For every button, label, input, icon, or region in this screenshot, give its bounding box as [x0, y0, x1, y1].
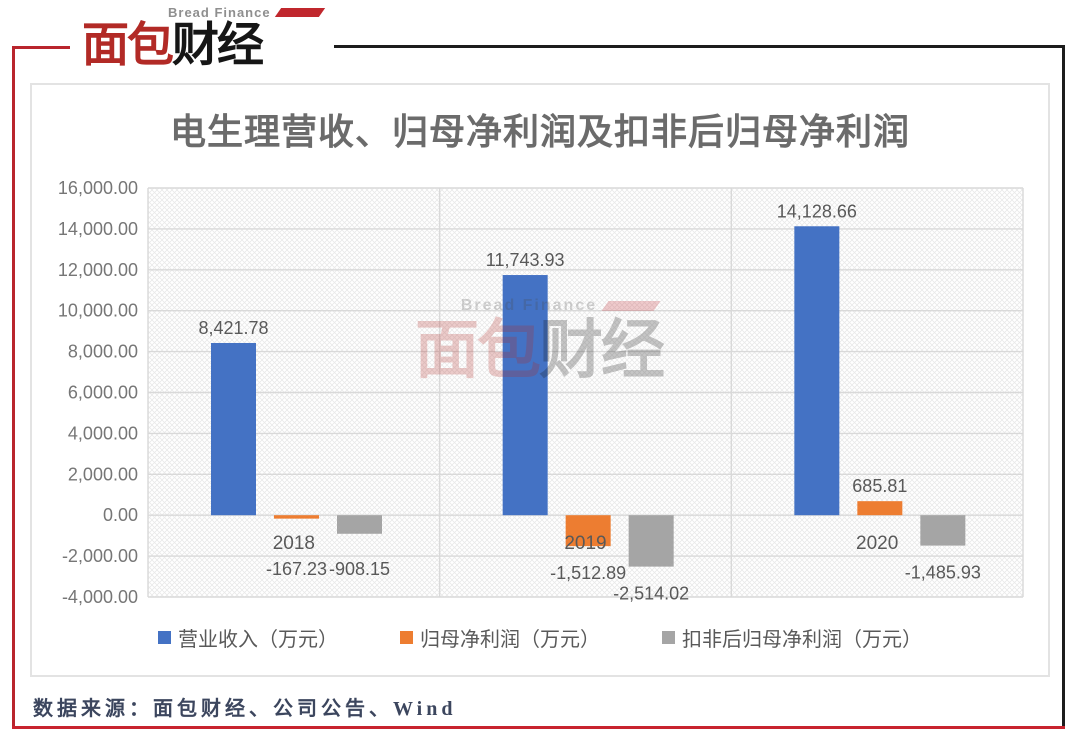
value-label: -908.15 [329, 559, 390, 579]
legend-label: 扣非后归母净利润（万元） [682, 629, 922, 651]
logo-swoosh-icon [274, 7, 325, 17]
bar [920, 515, 966, 546]
bar [337, 515, 382, 534]
value-label: -1,485.93 [905, 563, 981, 583]
logo-chinese-text: 面包财经 [82, 20, 322, 69]
value-label: -2,514.02 [613, 584, 689, 604]
bar [502, 275, 548, 516]
value-label: 685.81 [852, 476, 907, 496]
category-label: 2019 [564, 533, 606, 554]
y-tick-label: -2,000.00 [62, 546, 138, 566]
bar [794, 226, 840, 516]
y-tick-label: 10,000.00 [58, 301, 138, 321]
bar [274, 515, 319, 519]
frame-left-line [12, 46, 15, 729]
frame-top-black-line [262, 45, 1065, 48]
bar [565, 515, 611, 547]
value-label: 14,128.66 [777, 201, 857, 221]
y-axis-tick-labels: 16,000.00 14,000.00 12,000.00 10,000.00 8,00… [58, 178, 138, 607]
bar [857, 501, 903, 516]
bar [628, 515, 674, 567]
y-tick-label: 2,000.00 [68, 464, 138, 484]
y-tick-label: 16,000.00 [58, 178, 138, 198]
frame-right-line [1062, 45, 1065, 727]
y-tick-label: 14,000.00 [58, 219, 138, 239]
value-label: 8,421.78 [198, 318, 268, 338]
chart-legend: 营业收入（万元） 归母净利润（万元） 扣非后归母净利润（万元） [32, 623, 1048, 652]
legend-swatch-gray [662, 631, 675, 644]
logo-cn-red: 面包 [82, 18, 174, 71]
bar-chart: 16,000.00 14,000.00 12,000.00 10,000.00 8,00… [58, 178, 1024, 607]
data-source-note: 数据来源：面包财经、公司公告、Wind [33, 698, 457, 720]
legend-swatch-orange [400, 631, 413, 644]
y-tick-label: 8,000.00 [68, 342, 138, 362]
legend-swatch-blue [158, 631, 171, 644]
y-tick-label: 4,000.00 [68, 423, 138, 443]
frame-bottom-line [12, 726, 1065, 729]
y-tick-label: 6,000.00 [68, 383, 138, 403]
chart-title: 电生理营收、归母净利润及扣非后归母净利润 [169, 111, 910, 152]
y-tick-label: 12,000.00 [58, 260, 138, 280]
value-label: 11,743.93 [486, 250, 565, 270]
legend-item-net-profit: 归母净利润（万元） [400, 623, 600, 652]
category-label: 2020 [856, 533, 898, 554]
chart-container: 电生理营收、归母净利润及扣非后归母净利润 16,000.00 14,000.00 1… [30, 83, 1050, 677]
data-labels: 8,421.78 11,743.93 14,128.66 -167.23 -1,512.… [198, 201, 980, 603]
legend-label: 归母净利润（万元） [420, 629, 600, 651]
y-tick-label: -4,000.00 [62, 587, 138, 607]
legend-item-revenue: 营业收入（万元） [158, 623, 338, 652]
bar-series [211, 226, 966, 567]
logo-english-text: Bread Finance [168, 4, 271, 20]
logo-cn-dark: 财经 [172, 18, 264, 71]
value-label: -167.23 [266, 559, 327, 579]
legend-label: 营业收入（万元） [178, 629, 338, 651]
bread-finance-logo: Bread Finance 面包财经 [70, 2, 334, 72]
bar [211, 342, 256, 516]
value-label: -1,512.89 [550, 563, 626, 583]
y-tick-label: 0.00 [103, 505, 138, 525]
category-label: 2018 [273, 533, 315, 554]
legend-item-deducted-net-profit: 扣非后归母净利润（万元） [662, 623, 922, 652]
